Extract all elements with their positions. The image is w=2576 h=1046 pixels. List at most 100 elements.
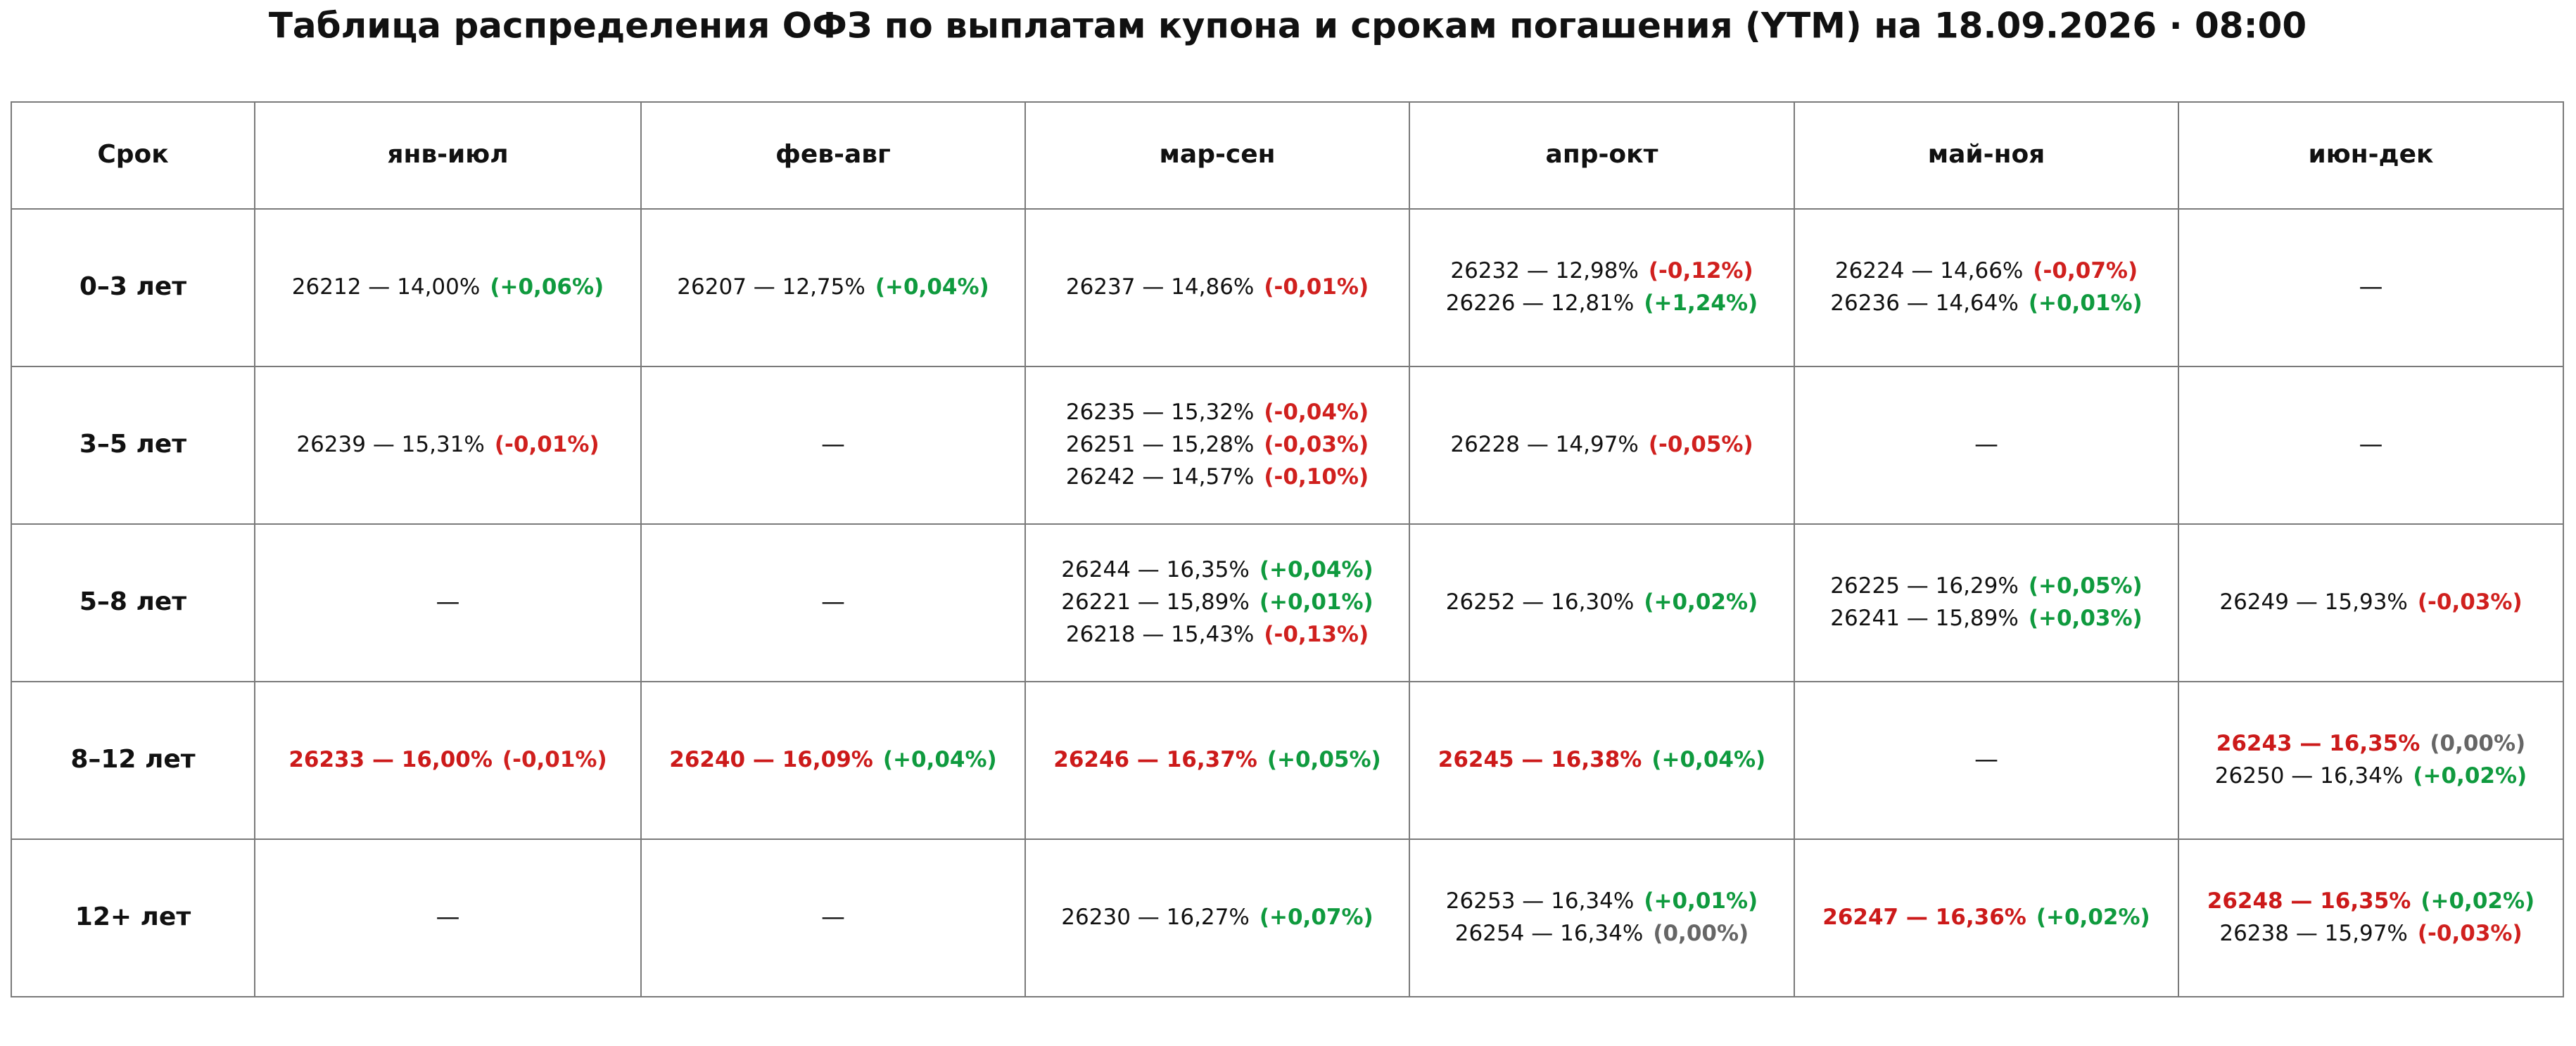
header-label: мар-сен: [1159, 140, 1275, 169]
cell: [254, 523, 642, 682]
yield-change: (-0,01%): [502, 747, 607, 772]
row-label-cell: [11, 208, 255, 367]
yield-change: (-0,03%): [1264, 432, 1369, 457]
yield-change: (+0,02%): [2413, 763, 2527, 789]
bond-line: 26221 — 15,89% (+0,01%): [1061, 589, 1373, 615]
bond-yield: 26254 — 16,34%: [1455, 921, 1644, 946]
yield-change: (-0,03%): [2418, 921, 2523, 946]
row-label-cell: [11, 366, 255, 525]
empty-cell: —: [821, 430, 845, 459]
row-label-cell: [11, 523, 255, 682]
bond-line: 26218 — 15,43% (-0,13%): [1066, 622, 1369, 647]
bond-yield: 26221 — 15,89%: [1061, 589, 1250, 615]
cell: [1409, 838, 1795, 997]
bond-yield: 26243 — 16,35%: [2216, 731, 2420, 756]
cell: [1024, 523, 1410, 682]
bond-yield: 26237 — 14,86%: [1066, 274, 1255, 300]
bond-line: 26225 — 16,29% (+0,05%): [1830, 573, 2142, 599]
bond-line: 26242 — 14,57% (-0,10%): [1066, 464, 1369, 490]
bond-line: 26254 — 16,34% (0,00%): [1455, 921, 1749, 946]
bond-line: 26243 — 16,35% (0,00%): [2216, 731, 2525, 756]
yield-change: (+0,04%): [1651, 747, 1765, 772]
yield-change: (+0,04%): [1260, 557, 1373, 582]
bond-line: 26236 — 14,64% (+0,01%): [1830, 291, 2142, 316]
empty-cell: —: [2359, 273, 2383, 301]
yield-change: (-0,10%): [1264, 464, 1369, 490]
cell: [254, 366, 642, 525]
empty-cell: —: [1974, 746, 1998, 774]
empty-cell: —: [821, 903, 845, 931]
header-cell: [254, 101, 642, 210]
cell: [2178, 366, 2564, 525]
yield-change: (+0,01%): [2029, 291, 2143, 316]
empty-cell: —: [2359, 430, 2383, 459]
bond-line: 26207 — 12,75% (+0,04%): [677, 274, 989, 300]
bond-line: 26247 — 16,36% (+0,02%): [1822, 905, 2150, 930]
row-label: 5–8 лет: [80, 587, 186, 616]
empty-cell: —: [436, 588, 460, 616]
bond-yield: 26225 — 16,29%: [1830, 573, 2019, 599]
header-cell: [1024, 101, 1410, 210]
bond-yield: 26218 — 15,43%: [1066, 622, 1255, 647]
bond-line: 26245 — 16,38% (+0,04%): [1438, 747, 1765, 772]
bond-line: 26226 — 12,81% (+1,24%): [1446, 291, 1758, 316]
cell: [1794, 523, 2179, 682]
bond-yield: 26251 — 15,28%: [1066, 432, 1255, 457]
bond-yield: 26236 — 14,64%: [1830, 291, 2019, 316]
cell: [2178, 681, 2564, 840]
bond-line: 26233 — 16,00% (-0,01%): [288, 747, 607, 772]
yield-change: (-0,12%): [1649, 258, 1753, 283]
cell: [1024, 681, 1410, 840]
cell: [2178, 523, 2564, 682]
yield-change: (+0,04%): [883, 747, 997, 772]
bond-line: 26228 — 14,97% (-0,05%): [1450, 432, 1753, 457]
bond-yield: 26239 — 15,31%: [296, 432, 485, 457]
bond-line: 26249 — 15,93% (-0,03%): [2219, 589, 2522, 615]
yield-change: (+0,02%): [2420, 888, 2534, 914]
yield-change: (+0,02%): [2036, 905, 2150, 930]
header-label: фев-авг: [775, 140, 891, 169]
yield-change: (+0,01%): [1644, 888, 1758, 914]
cell: [640, 208, 1026, 367]
bond-yield: 26248 — 16,35%: [2207, 888, 2411, 914]
yield-change: (-0,07%): [2033, 258, 2138, 283]
row-label: 3–5 лет: [80, 430, 186, 459]
bond-yield: 26226 — 12,81%: [1446, 291, 1635, 316]
cell: [1024, 838, 1410, 997]
yield-change: (-0,13%): [1264, 622, 1369, 647]
yield-change: (+0,05%): [1267, 747, 1381, 772]
bond-line: 26238 — 15,97% (-0,03%): [2219, 921, 2522, 946]
yield-change: (-0,01%): [1264, 274, 1369, 300]
yield-change: (-0,03%): [2418, 589, 2523, 615]
title: Таблица распределения ОФЗ по выплатам ку…: [269, 6, 2307, 46]
bond-yield: 26235 — 15,32%: [1066, 400, 1255, 425]
row-label: 0–3 лет: [80, 272, 186, 301]
yield-change: (+0,01%): [1260, 589, 1373, 615]
bond-line: 26248 — 16,35% (+0,02%): [2207, 888, 2534, 914]
bond-yield: 26249 — 15,93%: [2219, 589, 2408, 615]
bond-yield: 26207 — 12,75%: [677, 274, 865, 300]
header-cell: [11, 101, 255, 210]
cell: [2178, 838, 2564, 997]
yield-change: (-0,04%): [1264, 400, 1369, 425]
yield-change: (+0,04%): [875, 274, 989, 300]
bond-line: 26235 — 15,32% (-0,04%): [1066, 400, 1369, 425]
row-label: 8–12 лет: [70, 745, 195, 774]
header-cell: [640, 101, 1026, 210]
yield-change: (+0,03%): [2029, 606, 2143, 631]
cell: [1794, 681, 2179, 840]
cell: [2178, 208, 2564, 367]
bond-yield: 26252 — 16,30%: [1446, 589, 1635, 615]
yield-change: (-0,05%): [1649, 432, 1753, 457]
header-cell: [1409, 101, 1795, 210]
bond-line: 26212 — 14,00% (+0,06%): [292, 274, 604, 300]
bond-yield: 26212 — 14,00%: [292, 274, 481, 300]
header-label: янв-июл: [387, 140, 508, 169]
bond-line: 26252 — 16,30% (+0,02%): [1446, 589, 1758, 615]
yield-change: (0,00%): [2430, 731, 2525, 756]
yield-change: (-0,01%): [495, 432, 599, 457]
empty-cell: —: [436, 903, 460, 931]
cell: [1409, 366, 1795, 525]
bond-yield: 26241 — 15,89%: [1830, 606, 2019, 631]
